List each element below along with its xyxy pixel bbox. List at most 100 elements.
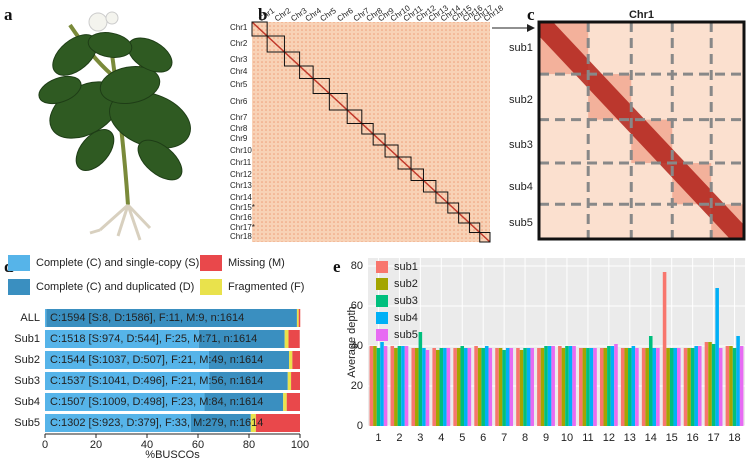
bar (656, 348, 660, 426)
legend-swatch (8, 279, 30, 295)
bar (422, 348, 426, 426)
bar-segment (45, 330, 199, 348)
y-tick-label: 60 (351, 300, 363, 312)
bar (380, 342, 384, 426)
bar (404, 346, 409, 426)
chromosome-box (283, 51, 301, 67)
bar (460, 346, 465, 426)
bar (648, 336, 653, 426)
bar (495, 348, 499, 426)
chromosome-box (299, 65, 314, 79)
leaf (99, 66, 161, 104)
x-tick-label: 0 (42, 439, 48, 451)
bar (446, 348, 451, 426)
y-tick-label: 40 (351, 340, 363, 352)
bar (477, 348, 482, 426)
x-tick-label: 16 (687, 432, 699, 444)
bar-segment (45, 372, 210, 390)
row-label: Chr4 (230, 67, 248, 76)
bar (432, 348, 436, 426)
y-tick-label: 80 (351, 260, 363, 272)
bar (732, 348, 737, 426)
bar (652, 348, 657, 426)
chromosome-box (458, 212, 470, 224)
bar (519, 350, 524, 426)
bar (631, 346, 636, 426)
bar (488, 348, 493, 426)
bar (547, 346, 552, 426)
bar (697, 346, 702, 426)
bar (725, 346, 730, 426)
bar (690, 348, 695, 426)
bar (729, 346, 733, 426)
bar (397, 346, 402, 426)
legend-swatch (8, 255, 30, 271)
chromosome-box (447, 202, 460, 214)
row-label: Chr10 (230, 146, 252, 155)
bar (464, 348, 468, 426)
bar-segment (46, 309, 297, 327)
bar-label: C:1302 [S:923, D:379], F:33, M:279, n:16… (50, 417, 263, 429)
x-tick-label: 5 (459, 432, 465, 444)
legend-label: Complete (C) and single-copy (S) (36, 257, 199, 269)
chromosome-box (266, 35, 285, 53)
x-tick-label: 6 (480, 432, 486, 444)
row-label: Chr13 (230, 181, 252, 190)
x-tick-label: 80 (243, 439, 255, 451)
bar (568, 346, 573, 426)
bar (509, 348, 514, 426)
panel-c-title: Chr1 (629, 9, 654, 21)
column-label: Chr5 (318, 6, 338, 24)
bar (624, 348, 629, 426)
bar-segment (283, 393, 287, 411)
chromosome-box (346, 109, 363, 124)
bar (666, 348, 670, 426)
chromosome-box (422, 180, 437, 193)
bar-segment (284, 330, 289, 348)
bar (505, 348, 510, 426)
row-label: Chr15* (230, 203, 255, 212)
flower (105, 11, 119, 25)
bar-label: C:1518 [S:974, D:544], F:25, M:71, n:161… (50, 333, 257, 345)
row-label: Chr11 (230, 158, 252, 167)
row-label: Chr18 (230, 232, 252, 241)
leaf (137, 139, 183, 181)
x-tick-label: 4 (438, 432, 444, 444)
bar-label: C:1544 [S:1037, D:507], F:21, M:49, n:16… (50, 354, 263, 366)
bar (614, 344, 618, 426)
bar-segment (198, 330, 285, 348)
bar (540, 348, 545, 426)
x-tick-label: 15 (666, 432, 678, 444)
roots (89, 203, 152, 241)
bar-segment (45, 393, 205, 411)
x-tick-label: 17 (707, 432, 719, 444)
bar (453, 348, 457, 426)
legend-swatch (376, 278, 388, 290)
bar (537, 348, 541, 426)
bar (425, 350, 430, 426)
bar (599, 348, 604, 426)
bar (544, 346, 548, 426)
bar (715, 288, 719, 426)
bar (579, 348, 583, 426)
bar-segment (298, 309, 301, 327)
panel-label: a (4, 5, 13, 24)
bar-segment (255, 414, 300, 432)
legend-label: Fragmented (F) (228, 281, 304, 293)
row-label: Chr12 (230, 170, 252, 179)
x-tick-label: 1 (375, 432, 381, 444)
legend-swatch (376, 295, 388, 307)
x-tick-label: 3 (417, 432, 423, 444)
x-tick-label: 13 (624, 432, 636, 444)
bar (610, 346, 615, 426)
bar (607, 346, 611, 426)
row-label: Chr14 (230, 193, 252, 202)
bar (645, 348, 649, 426)
sub-label: sub3 (509, 139, 533, 151)
bar-segment (289, 351, 293, 369)
bar (635, 348, 639, 426)
row-label: Chr6 (230, 97, 248, 106)
bar (369, 346, 374, 426)
bar (530, 348, 534, 426)
